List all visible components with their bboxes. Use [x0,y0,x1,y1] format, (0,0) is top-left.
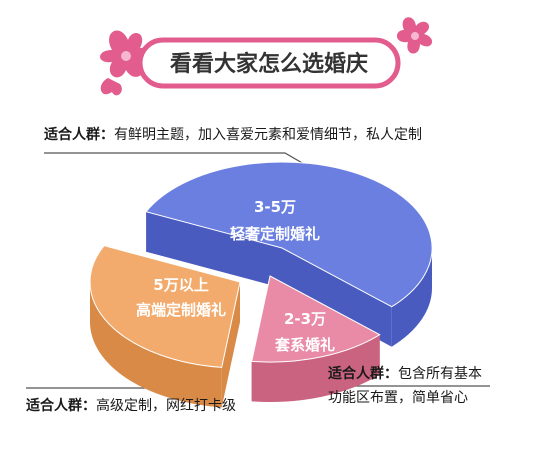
slice-label-line: 2-3万 [284,310,326,328]
slice-labels: 3-5万 轻奢定制婚礼 5万以上 高端定制婚礼 2-3万 套系婚礼 [136,198,335,354]
svg-text:适合人群：有鲜明主题，加入喜爱元素和爱情细节，私人定制: 适合人群：有鲜明主题，加入喜爱元素和爱情细节，私人定制 [44,126,422,143]
annotation-top: 适合人群：有鲜明主题，加入喜爱元素和爱情细节，私人定制 [44,126,422,143]
title-banner-box [137,37,401,89]
pie-slice-side [391,248,433,347]
svg-text:适合人群：包含所有基本: 适合人群：包含所有基本 [328,365,482,382]
annotation-bottom-left: 适合人群：高级定制，网红打卡级 [26,397,236,414]
pie-slice [251,275,381,363]
slice-label-line: 轻奢定制婚礼 [230,225,320,243]
pie-slice-cut-face [146,211,282,288]
annotation-text: 有鲜明主题，加入喜爱元素和爱情细节，私人定制 [114,127,422,143]
annotation-bottom-right: 适合人群：包含所有基本 功能区布置，简单省心 [328,365,482,406]
page-title: 看看大家怎么选婚庆 [170,51,368,77]
pie-slice-side [89,282,222,408]
annotation-key: 适合人群： [44,126,114,143]
pie-slice-cut-face [282,248,392,347]
slice-label-line: 套系婚礼 [274,336,335,354]
annotation-key: 适合人群： [328,365,398,382]
annotation-text: 高级定制，网红打卡级 [96,397,236,414]
flower-decoration-right [396,17,433,54]
svg-text:适合人群：高级定制，网红打卡级: 适合人群：高级定制，网红打卡级 [26,397,236,414]
title-banner: 看看大家怎么选婚庆 [100,17,433,96]
pie-slice [89,245,241,368]
annotation-text: 功能区布置，简单省心 [328,389,468,406]
annotation-key: 适合人群： [26,397,96,414]
pie-slice [145,161,433,308]
slice-label-line: 高端定制婚礼 [136,301,226,319]
annotation-text: 包含所有基本 [398,365,482,382]
pie-slices [89,161,433,408]
slice-label-line: 3-5万 [254,198,296,216]
slice-label-line: 5万以上 [153,276,208,294]
